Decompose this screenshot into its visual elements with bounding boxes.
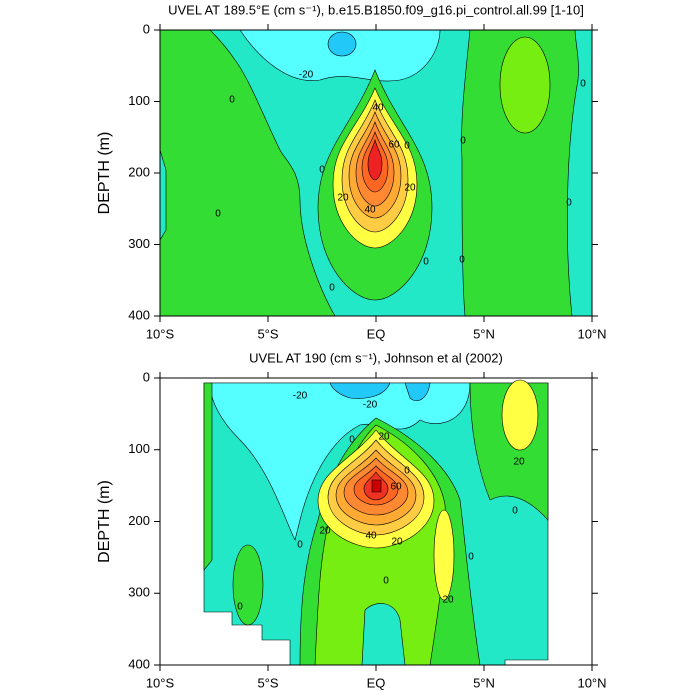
contour-label: 20 bbox=[442, 595, 454, 606]
contour-label: -20 bbox=[293, 391, 308, 402]
contour-label: 0 bbox=[460, 136, 466, 147]
y-tick-label: 400 bbox=[128, 307, 150, 322]
contour-label: 60 bbox=[390, 482, 402, 493]
contour-fill bbox=[499, 36, 551, 134]
contour-label: 0 bbox=[459, 255, 465, 266]
contour-label: 0 bbox=[297, 540, 303, 551]
contour-panel bbox=[203, 379, 549, 665]
y-tick-label: 0 bbox=[143, 369, 150, 384]
contour-label: 0 bbox=[319, 165, 325, 176]
contour-label: 0 bbox=[580, 79, 586, 90]
x-tick-label: EQ bbox=[367, 326, 386, 341]
contour-label: 0 bbox=[566, 198, 572, 209]
x-tick-label: 5°N bbox=[473, 675, 495, 690]
contour-fill bbox=[433, 509, 455, 601]
x-tick-label: 10°S bbox=[146, 675, 175, 690]
chart-title: UVEL AT 189.5°E (cm s⁻¹), b.e15.B1850.f0… bbox=[168, 2, 584, 17]
contour-fill bbox=[160, 149, 167, 241]
contour-label: 20 bbox=[319, 526, 331, 537]
contour-label: 20 bbox=[513, 457, 525, 468]
y-tick-label: 100 bbox=[128, 441, 150, 456]
y-tick-label: 200 bbox=[128, 164, 150, 179]
contour-label: 0 bbox=[215, 209, 221, 220]
chart-title: UVEL AT 190 (cm s⁻¹), Johnson et al (200… bbox=[249, 350, 503, 365]
contour-label: 60 bbox=[388, 140, 400, 151]
contour-fill bbox=[361, 603, 406, 665]
y-tick-label: 300 bbox=[128, 236, 150, 251]
contour-fill bbox=[367, 138, 383, 181]
contour-label: 0 bbox=[383, 576, 389, 587]
contour-fill bbox=[209, 382, 471, 541]
contour-label: 0 bbox=[404, 141, 410, 152]
contour-label: 0 bbox=[423, 257, 429, 268]
y-tick-label: 100 bbox=[128, 93, 150, 108]
y-axis-label: DEPTH (m) bbox=[96, 480, 113, 563]
x-tick-label: 10°N bbox=[577, 326, 606, 341]
x-tick-label: 5°S bbox=[257, 675, 278, 690]
y-tick-label: 200 bbox=[128, 513, 150, 528]
contour-fill bbox=[501, 379, 539, 451]
contour-label: 40 bbox=[365, 531, 377, 542]
y-tick-label: 400 bbox=[128, 656, 150, 671]
contour-label: 0 bbox=[229, 95, 235, 106]
contour-label: 0 bbox=[468, 552, 474, 563]
x-tick-label: EQ bbox=[367, 675, 386, 690]
y-tick-label: 0 bbox=[143, 21, 150, 36]
contour-panel bbox=[160, 30, 592, 316]
contour-label: 40 bbox=[364, 205, 376, 216]
contour-fill bbox=[327, 31, 357, 57]
contour-label: 0 bbox=[329, 283, 335, 294]
contour-fill bbox=[371, 479, 382, 493]
x-tick-label: 5°S bbox=[257, 326, 278, 341]
y-axis-label: DEPTH (m) bbox=[96, 132, 113, 215]
y-tick-label: 300 bbox=[128, 585, 150, 600]
contour-fill bbox=[203, 382, 213, 571]
contour-label: 0 bbox=[404, 466, 410, 477]
contour-label: -20 bbox=[363, 400, 378, 411]
contour-fill bbox=[329, 382, 391, 399]
contour-label: 0 bbox=[512, 506, 518, 517]
x-tick-label: 5°N bbox=[473, 326, 495, 341]
contour-fill bbox=[232, 544, 264, 626]
contour-label: 40 bbox=[372, 103, 384, 114]
contour-label: -20 bbox=[299, 70, 314, 81]
contour-label: 0 bbox=[237, 602, 243, 613]
contour-label: 20 bbox=[378, 432, 390, 443]
contour-label: 0 bbox=[349, 435, 355, 446]
contour-fill bbox=[567, 30, 592, 316]
x-tick-label: 10°S bbox=[146, 326, 175, 341]
contour-label: 20 bbox=[391, 537, 403, 548]
x-tick-label: 10°N bbox=[577, 675, 606, 690]
contour-label: 20 bbox=[404, 183, 416, 194]
contour-fill bbox=[404, 382, 431, 402]
contour-label: 20 bbox=[337, 193, 349, 204]
